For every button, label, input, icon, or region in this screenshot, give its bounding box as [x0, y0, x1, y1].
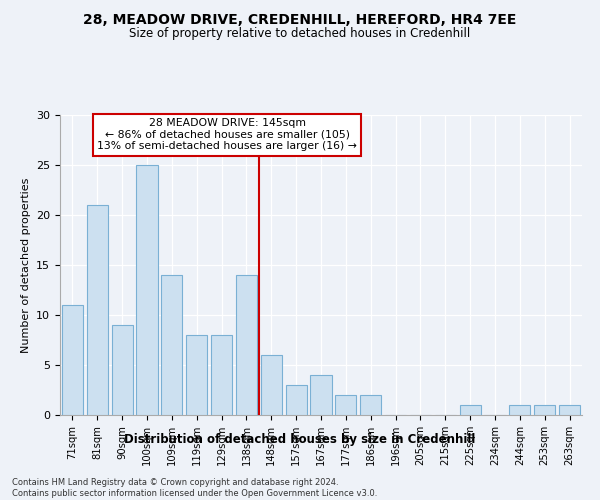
Text: 28 MEADOW DRIVE: 145sqm
← 86% of detached houses are smaller (105)
13% of semi-d: 28 MEADOW DRIVE: 145sqm ← 86% of detache… — [97, 118, 357, 151]
Bar — [460, 405, 481, 415]
Bar — [534, 405, 555, 415]
Bar — [360, 395, 381, 415]
Text: Size of property relative to detached houses in Credenhill: Size of property relative to detached ho… — [130, 28, 470, 40]
Bar — [87, 205, 108, 415]
Bar — [335, 395, 356, 415]
Bar — [509, 405, 530, 415]
Bar — [161, 275, 182, 415]
Text: Contains HM Land Registry data © Crown copyright and database right 2024.
Contai: Contains HM Land Registry data © Crown c… — [12, 478, 377, 498]
Bar — [136, 165, 158, 415]
Bar — [112, 325, 133, 415]
Bar — [62, 305, 83, 415]
Text: 28, MEADOW DRIVE, CREDENHILL, HEREFORD, HR4 7EE: 28, MEADOW DRIVE, CREDENHILL, HEREFORD, … — [83, 12, 517, 26]
Bar — [186, 335, 207, 415]
Text: Distribution of detached houses by size in Credenhill: Distribution of detached houses by size … — [124, 432, 476, 446]
Bar — [286, 385, 307, 415]
Bar — [261, 355, 282, 415]
Bar — [211, 335, 232, 415]
Bar — [236, 275, 257, 415]
Y-axis label: Number of detached properties: Number of detached properties — [20, 178, 31, 352]
Bar — [310, 375, 332, 415]
Bar — [559, 405, 580, 415]
